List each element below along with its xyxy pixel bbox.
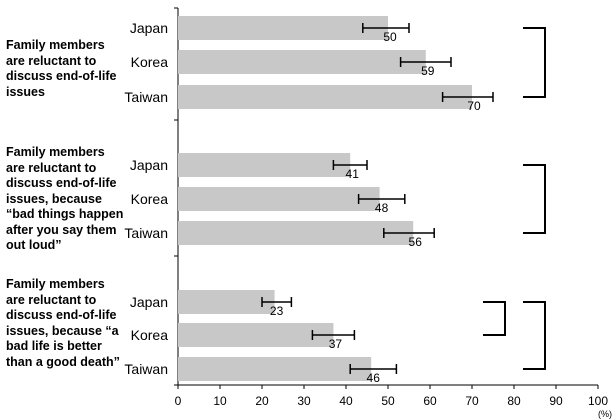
group-label-line: Family members [6, 145, 105, 159]
value-label-japan: 50 [383, 30, 397, 44]
bar-korea [178, 187, 380, 211]
group-label-line: discuss end-of-life [6, 69, 117, 83]
category-label-taiwan: Taiwan [124, 89, 168, 105]
value-label-korea: 59 [421, 64, 435, 78]
significance-bracket [483, 301, 506, 336]
significance-bracket [523, 27, 546, 98]
group-label-1: Family members are reluctant to discuss en… [6, 38, 122, 100]
group-label-line: discuss end-of-life [6, 308, 117, 322]
bar-taiwan [178, 357, 372, 381]
category-label-korea: Korea [131, 54, 169, 70]
value-label-taiwan: 46 [367, 371, 381, 385]
bar-taiwan [178, 85, 472, 109]
group-label-line: issues, because “a [6, 323, 119, 338]
significance-bracket [523, 301, 546, 370]
bar-japan [178, 290, 275, 314]
category-label-taiwan: Taiwan [124, 361, 168, 377]
value-label-taiwan: 70 [467, 99, 481, 113]
group-label-line: are reluctant to [6, 53, 97, 68]
group-label-line: Family members [6, 277, 105, 291]
x-tick-label-100: 100 [588, 394, 608, 408]
bar-korea [178, 50, 426, 74]
x-tick-label-20: 20 [255, 394, 269, 408]
group-label-line: discuss end-of-life [6, 176, 117, 190]
value-label-japan: 23 [270, 304, 284, 318]
x-tick-label-50: 50 [381, 394, 395, 408]
group-label-3: Family members are reluctant to discuss en… [6, 277, 122, 370]
group-label-line: out loud” [6, 238, 62, 252]
group-label-line: “bad things happen [6, 207, 124, 221]
bar-korea [178, 323, 334, 347]
x-tick-label-70: 70 [465, 394, 479, 408]
category-label-korea: Korea [131, 191, 169, 207]
group-label-line: are reluctant to [6, 292, 97, 307]
significance-bracket [523, 164, 546, 234]
bar-japan [178, 153, 351, 177]
bar-taiwan [178, 221, 414, 245]
group-label-line: than a good death” [6, 354, 120, 369]
x-tick-label-10: 10 [213, 394, 227, 408]
category-label-japan: Japan [130, 157, 168, 173]
x-tick-label-60: 60 [423, 394, 437, 408]
group-label-line: issues, because [6, 191, 102, 206]
value-label-japan: 41 [346, 167, 360, 181]
x-tick-label-0: 0 [175, 394, 182, 408]
group-label-line: issues [6, 84, 45, 99]
x-unit-label: (%) [598, 409, 612, 419]
category-label-japan: Japan [130, 20, 168, 36]
group-label-line: are reluctant to [6, 160, 97, 175]
x-tick-label-80: 80 [507, 394, 521, 408]
value-label-korea: 48 [375, 201, 389, 215]
group-label-line: bad life is better [6, 339, 102, 353]
value-label-taiwan: 56 [409, 235, 423, 249]
value-label-korea: 37 [329, 337, 343, 351]
group-label-line: after you say them [6, 222, 117, 237]
group-label-line: Family members [6, 38, 105, 52]
category-label-taiwan: Taiwan [124, 225, 168, 241]
bar-japan [178, 16, 388, 40]
x-tick-label-90: 90 [549, 394, 563, 408]
group-label-2: Family members are reluctant to discuss en… [6, 145, 124, 254]
category-label-korea: Korea [131, 327, 169, 343]
category-label-japan: Japan [130, 294, 168, 310]
x-tick-label-40: 40 [339, 394, 353, 408]
x-tick-label-30: 30 [297, 394, 311, 408]
